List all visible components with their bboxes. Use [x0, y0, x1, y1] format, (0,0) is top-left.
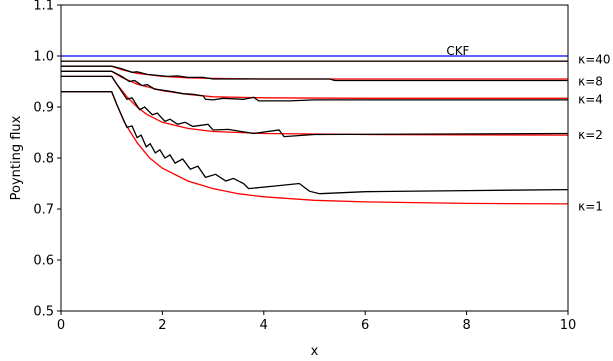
series-annotations: CKF κ=40 κ=8 κ=4 κ=2 κ=1 — [446, 44, 610, 214]
series-annotation: κ=4 — [578, 92, 603, 106]
series-line-6 — [61, 70, 568, 102]
series-annotation: CKF — [446, 44, 469, 58]
y-tick-label: 1.0 — [33, 50, 54, 65]
plot-frame — [60, 4, 569, 312]
x-axis: 0 2 4 6 8 10 — [57, 311, 576, 333]
x-tick-label: 4 — [260, 318, 268, 333]
x-tick-label: 10 — [560, 318, 577, 333]
series-line-9 — [61, 91, 569, 205]
y-axis: 0.5 0.6 0.7 0.8 0.9 1.0 1.1 — [33, 0, 61, 320]
x-axis-label: x — [311, 344, 319, 359]
series-annotation: κ=8 — [578, 75, 603, 89]
y-axis-label: Poynting flux — [9, 115, 24, 200]
series-annotation: κ=2 — [578, 128, 603, 142]
x-tick-label: 8 — [462, 318, 470, 333]
x-tick-label: 6 — [361, 318, 369, 333]
y-tick-label: 1.1 — [33, 0, 54, 14]
x-tick-label: 0 — [57, 318, 65, 333]
series-line-10 — [61, 91, 569, 195]
y-tick-label: 0.7 — [33, 203, 54, 218]
series-line-5 — [61, 70, 568, 99]
y-tick-label: 0.5 — [33, 305, 54, 320]
y-tick-label: 0.6 — [33, 254, 54, 269]
series-line-3 — [61, 65, 568, 80]
y-tick-label: 0.8 — [33, 152, 54, 167]
plot-lines — [61, 55, 569, 205]
y-tick-label: 0.9 — [33, 101, 54, 116]
series-annotation: κ=40 — [578, 53, 610, 67]
x-tick-label: 2 — [158, 318, 166, 333]
series-line-8 — [61, 75, 569, 138]
series-line-4 — [61, 65, 568, 82]
series-annotation: κ=1 — [578, 199, 603, 213]
